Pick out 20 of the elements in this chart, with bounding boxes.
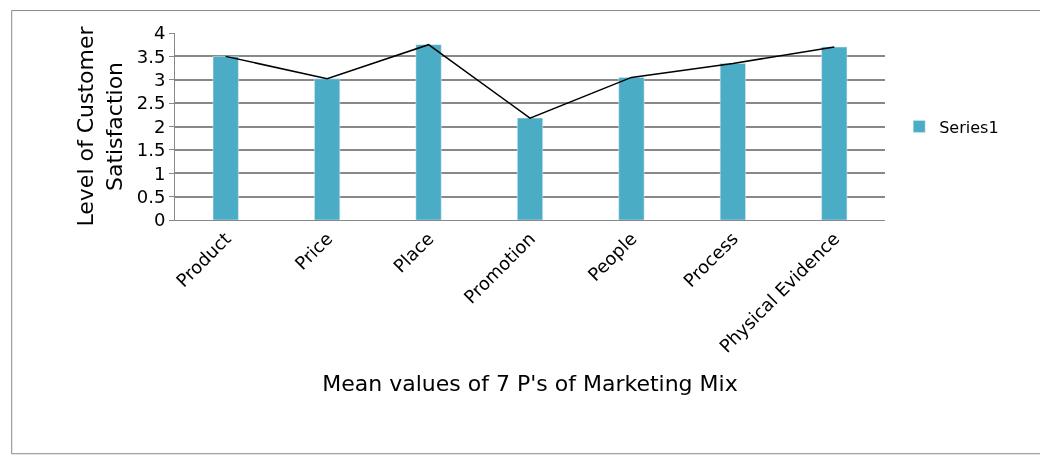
y-tick-label: 2.5 [136, 92, 166, 114]
y-tick-label: 4 [153, 22, 166, 44]
bar [821, 46, 848, 220]
y-axis-title: Level of Customer Satisfaction [72, 25, 127, 227]
y-tick-label: 3 [153, 69, 166, 91]
y-tick-label: 2 [153, 115, 166, 137]
bar [415, 44, 442, 220]
x-axis-title: Mean values of 7 P's of Marketing Mix [322, 371, 738, 397]
bar [314, 78, 341, 220]
bar [517, 117, 543, 220]
y-tick-label: 3.5 [136, 45, 166, 67]
y-tick-label: 1.5 [136, 139, 166, 161]
bar [719, 63, 746, 220]
line-series [224, 43, 836, 119]
bar [618, 77, 645, 220]
y-tick-label: 0.5 [136, 185, 166, 207]
bar [212, 56, 239, 220]
y-tick-label: 0 [153, 209, 166, 231]
y-tick-label: 1 [153, 162, 166, 184]
legend-label: Series1 [939, 117, 999, 137]
